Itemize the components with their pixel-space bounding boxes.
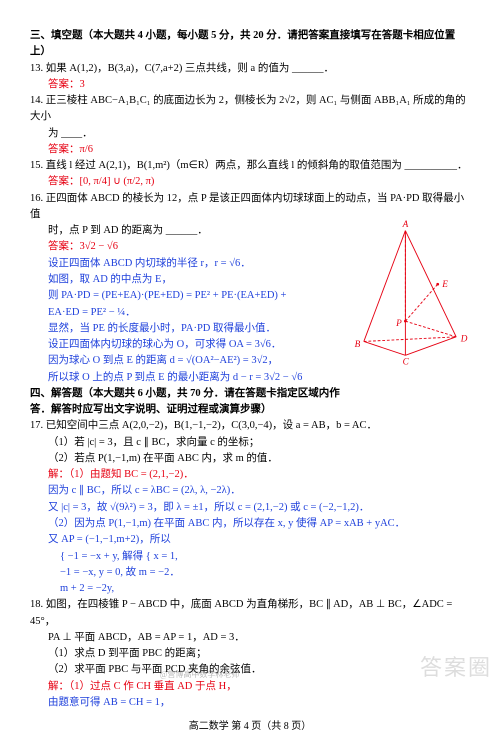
q14-ans: 答案：π/6 — [30, 142, 470, 158]
svg-text:P: P — [395, 318, 402, 328]
q17-text: 17. 已知空间中三点 A(2,0,−2)，B(1,−1,−2)，C(3,0,−… — [30, 418, 470, 434]
svg-text:E: E — [441, 279, 448, 289]
q14-text: 14. 正三棱柱 ABC−A₁B₁C₁ 的底面边长为 2，侧棱长为 2√2，则 … — [30, 93, 470, 126]
q17-sol4c: −1 = −x, y = 0, 故 m = −2． — [30, 565, 470, 581]
q17-p2: （2）若点 P(1,−1,m) 在平面 ABC 内，求 m 的值． — [30, 451, 470, 467]
q18-sol1: 由题意可得 AB = CH = 1， — [30, 695, 470, 711]
q17-p1: （1）若 |c| = 3，且 c ∥ BC，求向量 c 的坐标； — [30, 435, 470, 451]
svg-text:A: A — [402, 219, 409, 229]
page-footer: 高二数学 第 4 页（共 8 页） — [30, 717, 470, 732]
q18-text2: PA ⊥ 平面 ABCD，AB = AP = 1，AD = 3． — [30, 630, 470, 646]
q15-text: 15. 直线 l 经过 A(2,1)，B(1,m²)（m∈R）两点，那么直线 l… — [30, 158, 470, 174]
q17-sol1: 因为 c ∥ BC，所以 c = λBC = (2λ, λ, −2λ)． — [30, 483, 470, 499]
q18-sol0: 解：（1）过点 C 作 CH 垂直 AD 于点 H， — [30, 679, 470, 695]
svg-text:D: D — [460, 333, 468, 343]
q17-sol3: （2）因为点 P(1,−1,m) 在平面 ABC 内，所以存在 x, y 使得 … — [30, 516, 470, 532]
q17-sol2: 又 |c| = 3，故 √(9λ²) = 3，即 λ = ±1，所以 c = (… — [30, 500, 470, 516]
q17-sol4d: m + 2 = −2y, — [30, 581, 470, 597]
section3-title: 三、填空题（本大题共 4 小题，每小题 5 分，共 20 分．请把答案直接填写在… — [30, 28, 470, 61]
q18-text: 18. 如图，在四棱锥 P − ABCD 中，底面 ABCD 为直角梯形，BC … — [30, 597, 470, 630]
q13-ans: 答案：3 — [30, 77, 470, 93]
tetrahedron-figure: A B C D E P — [350, 218, 470, 368]
q18-p2: （2）求平面 PBC 与平面 PCD 夹角的余弦值． — [30, 662, 470, 678]
svg-text:C: C — [403, 357, 410, 367]
section4-title: 四、解答题（本大题共 6 小题，共 70 分．请在答题卡指定区域内作 — [30, 386, 470, 402]
watermark-big: 答案圈 — [420, 650, 492, 682]
svg-text:B: B — [355, 339, 361, 349]
q17-sol4b: { −1 = −x + y, 解得 { x = 1, — [30, 549, 470, 565]
section4-title2: 答．解答时应写出文字说明、证明过程或演算步骤） — [30, 402, 470, 418]
q17-sol0: 解：（1）由题知 BC = (2,1,−2)． — [30, 467, 470, 483]
q15-ans: 答案：[0, π/4] ∪ (π/2, π) — [30, 174, 470, 190]
q16-sol7: 所以球 O 上的点 P 到点 E 的最小距离为 d − r = 3√2 − √6 — [30, 370, 470, 386]
q16-sol3: 则 PA·PD = (PE+EA)·(PE+ED) = PE² + PE·(EA… — [30, 288, 358, 304]
q18-p1: （1）求点 D 到平面 PBC 的距离； — [30, 646, 470, 662]
watermark-small: @营博高中数学林老师 — [160, 669, 239, 680]
q14-text2: 为 ____． — [30, 126, 470, 142]
q13-text: 13. 如果 A(1,2)，B(3,a)，C(7,a+2) 三点共线，则 a 的… — [30, 61, 470, 77]
q17-sol4a: 又 AP = (−1,−1,m+2)，所以 — [30, 532, 470, 548]
